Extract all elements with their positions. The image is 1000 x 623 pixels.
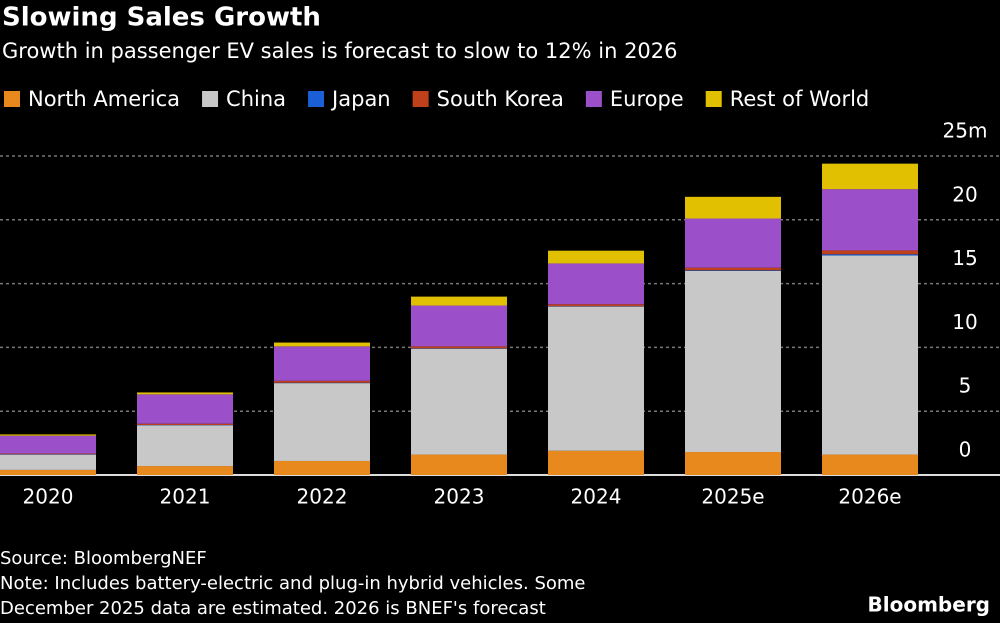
bar-segment: [548, 304, 644, 307]
chart-title: Slowing Sales Growth: [2, 3, 321, 33]
bar-segment: [137, 425, 233, 467]
bar-segment: [137, 466, 233, 475]
note: Note: Includes battery-electric and plug…: [0, 573, 586, 594]
bar-segment: [0, 453, 96, 455]
legend-label: China: [226, 87, 286, 111]
y-tick-label: 20: [952, 182, 977, 206]
bar-segment: [822, 454, 918, 475]
bar-segment: [411, 348, 507, 455]
bar-segment: [685, 267, 781, 271]
note: Source: BloombergNEF: [0, 548, 207, 569]
legend-marker: [308, 91, 325, 107]
y-tick-label: 5: [959, 374, 972, 398]
bar-segment: [411, 305, 507, 347]
x-tick-label: 2023: [434, 485, 485, 509]
bar-segment: [548, 450, 644, 475]
bar-segment: [137, 392, 233, 395]
bar-segment: [137, 423, 233, 425]
bar-segment: [0, 454, 96, 470]
legend-label: Europe: [610, 87, 684, 111]
bar-segment: [822, 250, 918, 255]
x-tick-label: 2021: [160, 485, 211, 509]
bar-segment: [274, 342, 370, 347]
bar-segment: [822, 254, 918, 256]
legend-marker: [202, 91, 219, 107]
bar-segment: [0, 469, 96, 475]
bar-segment: [822, 163, 918, 190]
legend-label: South Korea: [437, 87, 564, 111]
y-tick-label: 0: [959, 438, 972, 462]
y-tick-label: 25m: [943, 119, 988, 143]
brand: Bloomberg: [868, 593, 990, 617]
y-tick-label: 15: [952, 246, 977, 270]
bar-segment: [411, 454, 507, 475]
bar-segment: [274, 460, 370, 475]
bar-segment: [685, 452, 781, 475]
bar-segment: [685, 270, 781, 271]
x-tick-label: 2020: [23, 485, 74, 509]
legend-marker: [585, 91, 602, 107]
chart-subtitle: Growth in passenger EV sales is forecast…: [2, 39, 678, 63]
bar-segment: [0, 434, 96, 436]
x-tick-label: 2026e: [838, 485, 901, 509]
bar-segment: [137, 394, 233, 424]
bar-segment: [822, 189, 918, 251]
x-tick-label: 2024: [571, 485, 622, 509]
bar-segment: [411, 296, 507, 306]
bar-segment: [274, 380, 370, 383]
bar-segment: [822, 255, 918, 455]
bar-segment: [274, 346, 370, 381]
bar-segment: [411, 346, 507, 349]
bar-segment: [685, 218, 781, 268]
note: December 2025 data are estimated. 2026 i…: [0, 598, 546, 619]
legend-marker: [4, 91, 20, 107]
bar-segment: [274, 383, 370, 461]
x-tick-label: 2025e: [701, 485, 764, 509]
legend-label: Japan: [330, 87, 391, 111]
bar-segment: [548, 250, 644, 264]
legend-label: North America: [28, 87, 180, 111]
y-tick-label: 10: [952, 310, 977, 334]
bar-segment: [548, 306, 644, 451]
bar-segment: [685, 270, 781, 453]
legend-label: Rest of World: [730, 87, 870, 111]
legend-marker: [412, 91, 429, 107]
legend-marker: [705, 91, 722, 107]
bar-segment: [0, 435, 96, 454]
bar-segment: [685, 196, 781, 219]
x-tick-label: 2022: [297, 485, 348, 509]
bar-segment: [548, 263, 644, 305]
